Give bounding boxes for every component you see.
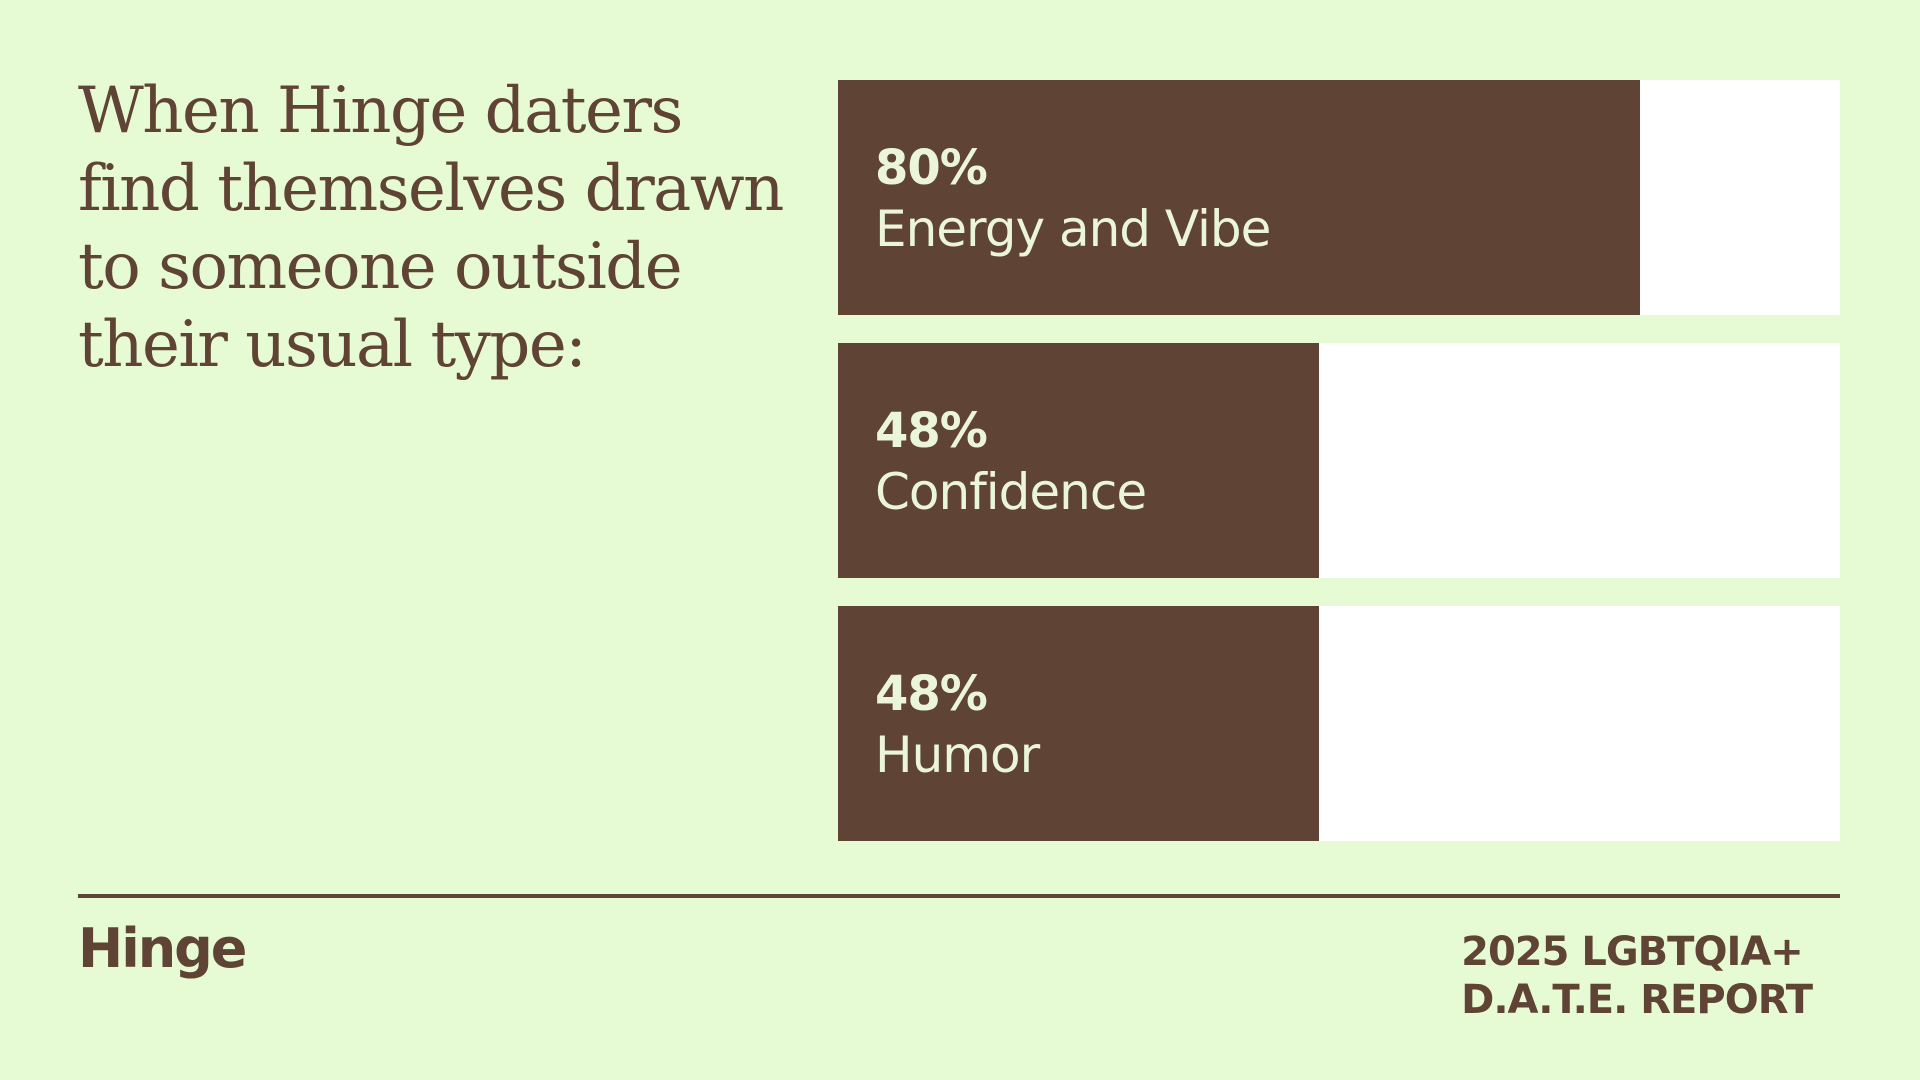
bar-chart: 80% Energy and Vibe 48% Confidence 48% H… xyxy=(838,80,1840,869)
headline-line: their usual type: xyxy=(78,308,587,382)
bar-category-label: Confidence xyxy=(875,463,1147,521)
bar-label: 48% Confidence xyxy=(875,401,1147,523)
bar-track: 48% Humor xyxy=(838,606,1840,841)
headline-line: When Hinge daters xyxy=(78,74,683,148)
headline-line: to someone outside xyxy=(78,230,683,304)
bar-track: 80% Energy and Vibe xyxy=(838,80,1840,315)
bar-value-label: 48% xyxy=(875,403,988,459)
headline: When Hinge daters find themselves drawn … xyxy=(78,72,798,384)
bar-value-label: 48% xyxy=(875,666,988,722)
headline-line: find themselves drawn xyxy=(78,152,784,226)
footer-divider xyxy=(78,894,1840,898)
bar-track: 48% Confidence xyxy=(838,343,1840,578)
bar-label: 48% Humor xyxy=(875,664,1040,786)
bar-category-label: Humor xyxy=(875,726,1040,784)
report-title: 2025 LGBTQIA+ D.A.T.E. REPORT xyxy=(1461,928,1813,1024)
report-line: 2025 LGBTQIA+ xyxy=(1461,929,1804,975)
bar-humor xyxy=(838,606,1319,841)
bar-label: 80% Energy and Vibe xyxy=(875,138,1271,260)
bar-value-label: 80% xyxy=(875,140,988,196)
bar-energy-and-vibe xyxy=(838,80,1640,315)
report-line: D.A.T.E. REPORT xyxy=(1461,977,1813,1023)
bar-category-label: Energy and Vibe xyxy=(875,200,1271,258)
bar-confidence xyxy=(838,343,1319,578)
hinge-logo: Hinge xyxy=(78,917,247,980)
